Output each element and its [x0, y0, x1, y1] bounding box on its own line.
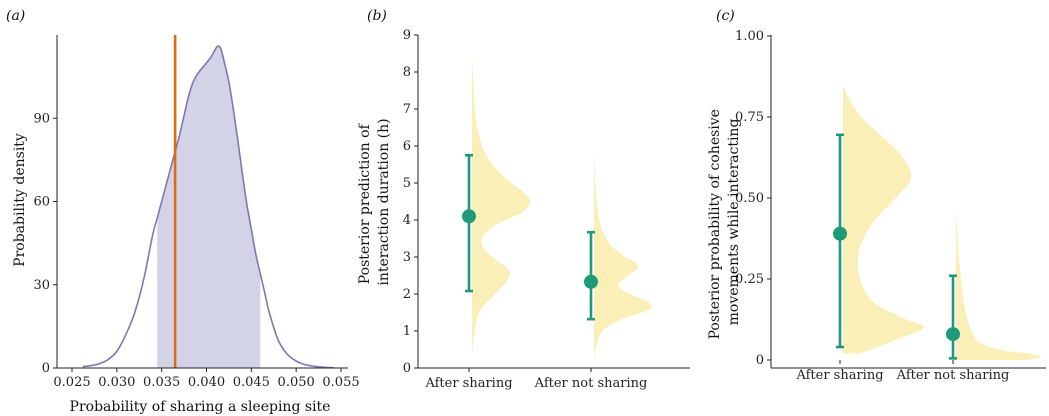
panel-b-y-title: Posterior prediction of interaction dura… [357, 118, 392, 285]
panel-b: (b) 0 1 2 3 4 5 6 7 8 9 After sharing After not sh… [357, 8, 690, 391]
panel-c-y-title-line-2: movements while interacting [726, 119, 742, 326]
y-tick-label: 0.25 [735, 272, 764, 287]
panel-c-y-title-line-1: Posterior probability of cohesive [707, 109, 723, 339]
x-tick-label: 0.035 [143, 375, 180, 390]
y-tick-label: 0 [42, 361, 50, 376]
posterior-distribution [472, 53, 531, 357]
posterior-distribution [956, 210, 1041, 360]
panel-a-plot [82, 35, 334, 369]
estimate-marker [946, 274, 960, 360]
x-tick-label: 0.040 [188, 375, 225, 390]
credible-interval-area [157, 46, 261, 368]
y-tick-label: 30 [33, 278, 50, 293]
panel-b-plot [462, 53, 653, 361]
panel-a-x-title: Probability of sharing a sleeping site [70, 399, 331, 415]
y-tick-label: 9 [403, 28, 411, 43]
y-tick-label: 4 [403, 213, 411, 228]
panel-a-y-ticks: 0 30 60 90 [33, 111, 57, 376]
panel-c-x-ticks: After sharing After not sharing [795, 360, 1009, 383]
y-tick-label: 0.50 [735, 191, 764, 206]
x-tick-label: 0.025 [53, 375, 90, 390]
y-tick-label: 0.75 [735, 110, 764, 125]
panel-b-y-title-line-1: Posterior prediction of [357, 122, 373, 284]
panel-b-y-title-line-2: interaction duration (h) [376, 118, 392, 285]
x-tick-label: 0.050 [278, 375, 315, 390]
y-tick-label: 90 [33, 111, 50, 126]
panel-a-x-ticks: 0.025 0.030 0.035 0.040 0.045 0.050 0.055 [53, 368, 360, 390]
mean-point [462, 209, 476, 224]
x-tick-label: After sharing [795, 368, 883, 383]
panel-c-plot [833, 84, 1041, 360]
x-tick-label: 0.030 [98, 375, 135, 390]
panel-b-x-ticks: After sharing After not sharing [424, 368, 647, 391]
mean-point [584, 274, 598, 289]
panel-c-y-ticks: 0 0.25 0.50 0.75 1.00 [735, 29, 771, 368]
mean-point [946, 327, 960, 342]
x-tick-label: After sharing [424, 376, 512, 391]
panel-b-label: (b) [367, 8, 387, 24]
panel-b-y-ticks: 0 1 2 3 4 5 6 7 8 9 [403, 28, 418, 376]
y-tick-label: 0 [403, 361, 411, 376]
estimate-marker [833, 133, 847, 349]
estimate-marker [584, 230, 598, 321]
panel-a: (a) 0.025 0.030 0.035 0.040 0.045 0.050 0.055 … [6, 8, 360, 415]
posterior-distribution [594, 146, 653, 361]
y-tick-label: 7 [403, 102, 411, 117]
estimate-marker [462, 153, 476, 293]
y-tick-label: 5 [403, 176, 411, 191]
x-tick-label: After not sharing [896, 368, 1010, 383]
y-tick-label: 2 [403, 287, 411, 302]
panel-a-y-title: Probability density [12, 133, 28, 267]
y-tick-label: 1 [403, 324, 411, 339]
y-tick-label: 0 [756, 353, 764, 368]
panel-c-y-title: Posterior probability of cohesive moveme… [707, 105, 742, 340]
panel-c-label: (c) [716, 8, 735, 24]
x-tick-label: After not sharing [534, 376, 648, 391]
density-curve [82, 45, 334, 369]
y-tick-label: 1.00 [735, 29, 764, 44]
x-tick-label: 0.045 [233, 375, 270, 390]
y-tick-label: 6 [403, 139, 411, 154]
y-tick-label: 60 [33, 195, 50, 210]
y-tick-label: 3 [403, 250, 411, 265]
posterior-distribution [843, 84, 924, 354]
panel-a-label: (a) [6, 8, 25, 24]
mean-point [833, 226, 847, 241]
y-tick-label: 8 [403, 65, 411, 80]
panel-c: (c) 00.250.500.751.00 After sharing After… [707, 8, 1046, 383]
x-tick-label: 0.055 [322, 375, 359, 390]
